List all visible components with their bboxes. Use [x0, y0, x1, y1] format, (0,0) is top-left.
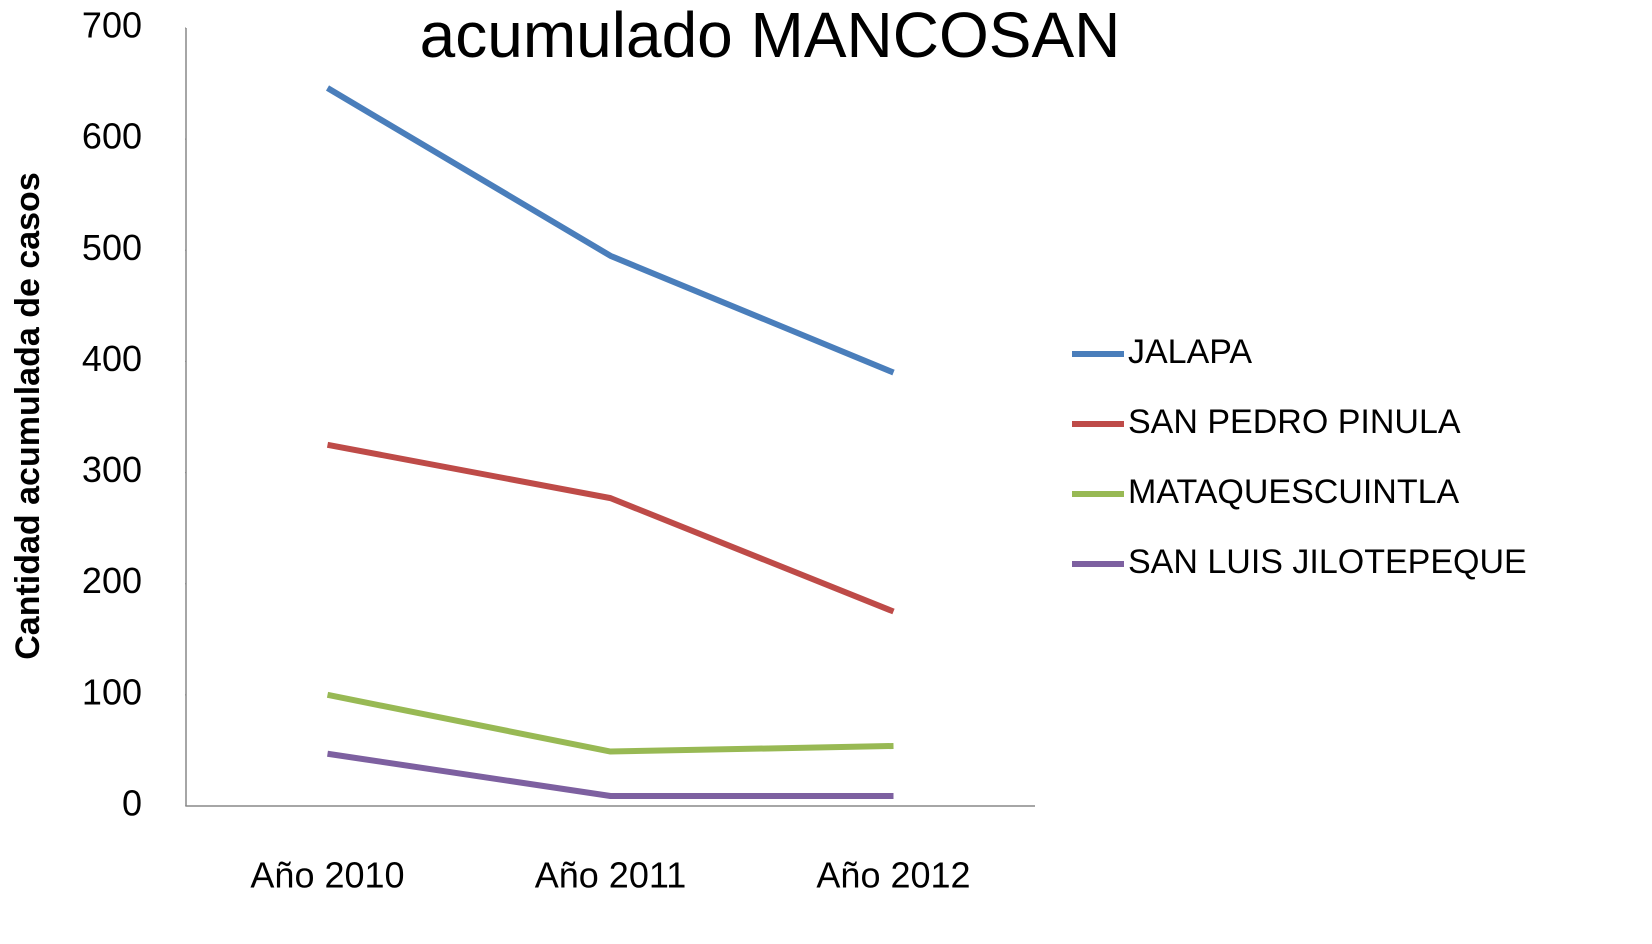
- line-series: [326, 691, 894, 755]
- y-tick-label: 700: [82, 5, 142, 46]
- y-tick-label: 0: [122, 783, 142, 824]
- legend-label: SAN LUIS JILOTEPEQUE: [1128, 543, 1527, 581]
- y-tick-label: 500: [82, 227, 142, 268]
- y-tick-label: 300: [82, 449, 142, 490]
- chart-title: acumulado MANCOSAN: [420, 0, 1121, 71]
- legend-label: SAN PEDRO PINULA: [1128, 403, 1461, 441]
- y-tick-label: 200: [82, 560, 142, 601]
- line-series: [327, 750, 894, 799]
- x-tick-label: Año 2012: [816, 855, 970, 896]
- legend-label: MATAQUESCUINTLA: [1128, 473, 1460, 511]
- line-series: [326, 441, 895, 615]
- y-axis-label: Cantidad acumulada de casos: [9, 172, 47, 660]
- x-tick-label: Año 2011: [535, 855, 686, 896]
- legend-label: JALAPA: [1128, 333, 1252, 371]
- line-series: [325, 85, 895, 376]
- y-tick-label: 400: [82, 338, 142, 379]
- y-tick-label: 100: [82, 671, 142, 712]
- y-tick-label: 600: [82, 116, 142, 157]
- x-tick-label: Año 2010: [250, 855, 404, 896]
